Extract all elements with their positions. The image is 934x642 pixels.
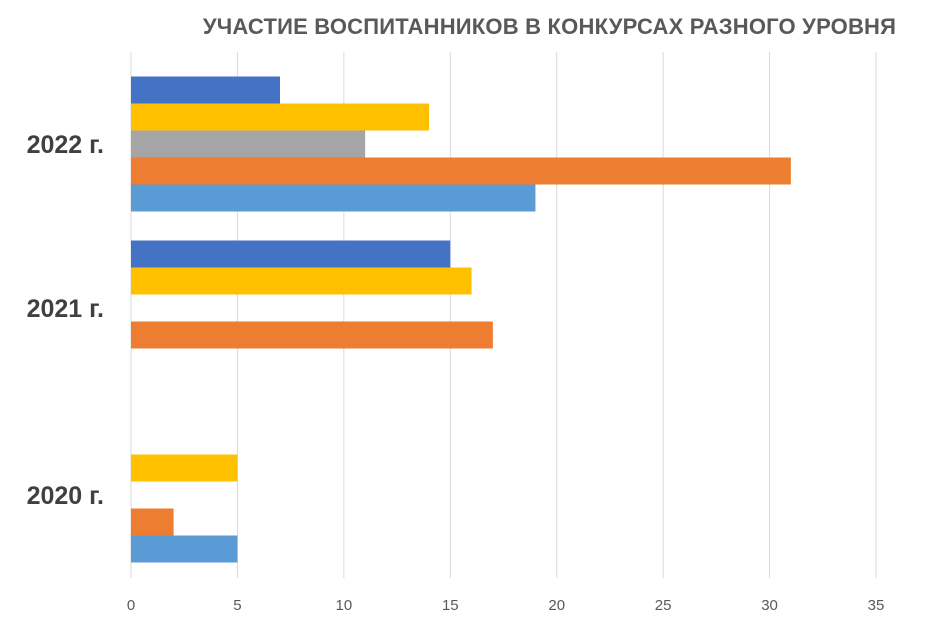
bar-1-1 (131, 76, 280, 104)
x-tick-label: 20 (548, 597, 565, 614)
bar-1-3 (131, 130, 366, 158)
bar-2-4 (131, 321, 493, 349)
x-tick-label: 35 (868, 597, 885, 614)
x-tick-label: 0 (127, 597, 135, 614)
x-tick-label: 30 (761, 597, 778, 614)
bar-3-4 (131, 508, 174, 536)
bar-1-2 (131, 103, 429, 131)
bar-2-2 (131, 267, 472, 295)
category-label: 2021 г. (27, 295, 104, 323)
x-tick-label: 15 (442, 597, 459, 614)
bar-1-5 (131, 184, 536, 212)
bar-3-5 (131, 535, 238, 563)
bar-3-2 (131, 454, 238, 482)
x-tick-label: 25 (655, 597, 672, 614)
bar-2-1 (131, 240, 451, 268)
category-label: 2020 г. (27, 482, 104, 510)
chart-title: УЧАСТИЕ ВОСПИТАННИКОВ В КОНКУРСАХ РАЗНОГ… (202, 14, 897, 39)
x-tick-label: 5 (233, 597, 241, 614)
category-label: 2022 г. (27, 131, 104, 159)
x-tick-label: 10 (336, 597, 353, 614)
bar-1-4 (131, 157, 791, 185)
